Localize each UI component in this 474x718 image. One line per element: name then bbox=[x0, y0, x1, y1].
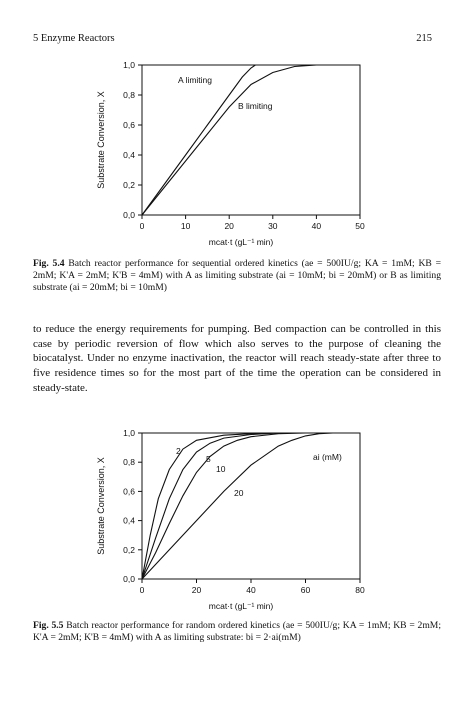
caption-label: Fig. 5.4 bbox=[33, 258, 65, 269]
series-label: A limiting bbox=[178, 75, 212, 85]
x-tick-label: 60 bbox=[301, 585, 311, 595]
series-label: 10 bbox=[216, 464, 226, 474]
y-tick-label: 0,0 bbox=[123, 210, 135, 220]
x-axis-label: mcat·t (gL⁻¹ min) bbox=[209, 601, 274, 611]
x-tick-label: 0 bbox=[140, 221, 145, 231]
series-line-5 bbox=[141, 432, 333, 580]
y-tick-label: 0,8 bbox=[123, 457, 135, 467]
running-header: 5 Enzyme Reactors bbox=[33, 33, 115, 44]
figure-5-4-chart: 0 10 20 30 40 50 0,0 0,2 0,4 0,6 0,8 1,0 mcat·t (gL⁻… bbox=[96, 60, 365, 247]
x-tick-label: 20 bbox=[224, 221, 234, 231]
caption-text: Batch reactor performance for random ord… bbox=[33, 620, 441, 644]
y-tick-label: 0,6 bbox=[123, 486, 135, 496]
series-line-b-limiting bbox=[141, 64, 339, 216]
x-tick-label: 0 bbox=[140, 585, 145, 595]
figure-5-5-chart: 0 20 40 60 80 0,0 0,2 0,4 0,6 0,8 1,0 mcat·t (gL⁻¹ … bbox=[96, 428, 365, 611]
caption-text: Batch reactor performance for sequential… bbox=[33, 258, 441, 294]
plot-frame bbox=[141, 64, 361, 216]
figure-5-4-caption: Fig. 5.4 Batch reactor performance for s… bbox=[33, 258, 441, 295]
y-tick-label: 1,0 bbox=[123, 60, 135, 70]
y-tick-label: 0,8 bbox=[123, 90, 135, 100]
page-number: 215 bbox=[416, 33, 432, 44]
series-label: 5 bbox=[206, 454, 211, 464]
x-tick-label: 40 bbox=[246, 585, 256, 595]
series-line-a-limiting bbox=[141, 64, 260, 216]
y-axis-label: Substrate Conversion, X bbox=[96, 457, 106, 555]
y-tick-label: 0,0 bbox=[123, 574, 135, 584]
x-tick-label: 80 bbox=[355, 585, 365, 595]
series-label: 2 bbox=[176, 446, 181, 456]
y-tick-label: 1,0 bbox=[123, 428, 135, 438]
y-axis-label: Substrate Conversion, X bbox=[96, 91, 106, 189]
series-line-10 bbox=[141, 432, 333, 580]
x-tick-label: 30 bbox=[268, 221, 278, 231]
x-tick-label: 10 bbox=[181, 221, 191, 231]
legend-title: ai (mM) bbox=[313, 452, 342, 462]
x-tick-label: 40 bbox=[312, 221, 322, 231]
y-tick-label: 0,6 bbox=[123, 120, 135, 130]
x-axis-label: mcat·t (gL⁻¹ min) bbox=[209, 237, 274, 247]
series-line-2 bbox=[141, 432, 333, 580]
y-tick-label: 0,4 bbox=[123, 516, 135, 526]
series-label: B limiting bbox=[238, 101, 273, 111]
y-tick-label: 0,2 bbox=[123, 180, 135, 190]
y-tick-label: 0,4 bbox=[123, 150, 135, 160]
body-paragraph: to reduce the energy requirements for pu… bbox=[33, 323, 441, 394]
x-tick-label: 50 bbox=[355, 221, 365, 231]
y-tick-label: 0,2 bbox=[123, 545, 135, 555]
series-line-20 bbox=[141, 432, 333, 580]
series-label: 20 bbox=[234, 488, 244, 498]
caption-label: Fig. 5.5 bbox=[33, 620, 64, 631]
figure-5-5-caption: Fig. 5.5 Batch reactor performance for r… bbox=[33, 620, 441, 644]
x-tick-label: 20 bbox=[192, 585, 202, 595]
